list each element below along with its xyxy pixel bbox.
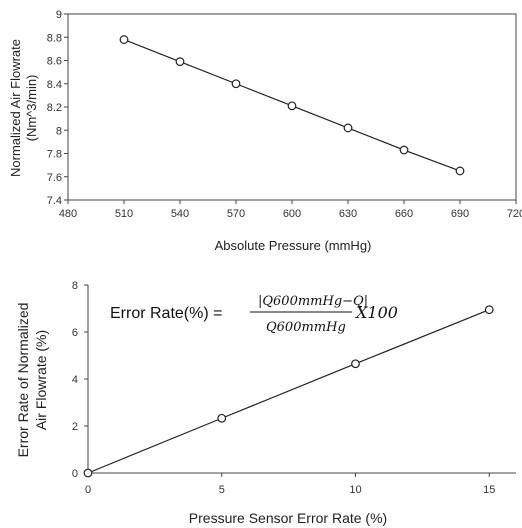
x-tick-label: 600 (283, 208, 301, 220)
chart2-y-axis-label-line1: Error Rate of Normalized (15, 303, 31, 458)
y-tick-label: 9 (56, 9, 62, 21)
data-point (399, 145, 409, 155)
formula-prefix: Error Rate(%) = (110, 305, 222, 322)
x-tick-label: 720 (507, 208, 522, 220)
y-tick-label: 0 (72, 468, 78, 480)
y-tick-label: 7.6 (47, 172, 62, 184)
y-tick-label: 4 (72, 374, 78, 386)
formula-suffix: X100 (354, 303, 398, 322)
y-tick-label: 8.6 (47, 56, 62, 68)
y-tick-label: 7.4 (47, 195, 62, 207)
chart-error-rate: 0 5 10 15 0 2 4 6 8 Pressure Sensor Error Rate … (15, 280, 516, 526)
data-point (119, 35, 129, 44)
formula-denominator: Q600mmHg (266, 320, 346, 335)
data-point (351, 359, 360, 369)
chart1-x-ticks: 480 510 540 570 600 630 660 690 720 (59, 200, 522, 220)
y-tick-label: 8.8 (47, 32, 62, 44)
x-tick-label: 480 (59, 208, 77, 220)
x-tick-label: 690 (451, 208, 469, 220)
chart2-formula-annotation: Error Rate(%) = |Q600mmHg−Q| Q600mmHg X1… (110, 294, 398, 335)
data-point (455, 166, 465, 176)
data-point (231, 79, 241, 89)
y-tick-label: 8 (72, 280, 78, 292)
series-line (87, 309, 490, 474)
chart2-y-axis-label-line2: Air Flowrate (%) (33, 330, 49, 430)
x-tick-label: 630 (339, 208, 357, 220)
x-tick-label: 660 (395, 208, 413, 220)
chart2-x-ticks: 0 5 10 15 (85, 473, 495, 496)
data-point (83, 468, 93, 478)
x-tick-label: 15 (483, 484, 495, 496)
formula-numerator: |Q600mmHg−Q| (258, 294, 368, 309)
data-point (217, 413, 227, 423)
y-tick-label: 6 (72, 327, 78, 339)
chart1-y-axis-label-line2: (Nm^3/min) (24, 75, 39, 142)
x-tick-label: 0 (85, 484, 91, 496)
data-point (484, 305, 494, 315)
y-tick-label: 8.4 (47, 79, 62, 91)
y-tick-label: 8 (56, 125, 62, 137)
x-tick-label: 540 (171, 208, 189, 220)
chart2-x-axis-label: Pressure Sensor Error Rate (%) (189, 510, 387, 526)
x-tick-label: 10 (349, 484, 361, 496)
data-point (175, 57, 185, 67)
x-tick-label: 570 (227, 208, 245, 220)
x-tick-label: 510 (115, 208, 133, 220)
chart2-y-ticks: 0 2 4 6 8 (72, 280, 88, 480)
chart1-series (119, 35, 465, 176)
chart1-y-axis-label-line1: Normalized Air Flowrate (8, 39, 23, 177)
x-tick-label: 5 (219, 484, 225, 496)
data-point (343, 123, 353, 133)
chart2-series (83, 305, 494, 478)
data-point (287, 101, 297, 111)
y-tick-label: 7.8 (47, 149, 62, 161)
chart1-x-axis-label: Absolute Pressure (mmHg) (215, 238, 372, 253)
y-tick-label: 8.2 (47, 102, 62, 114)
chart-flowrate-vs-pressure: 480 510 540 570 600 630 660 690 720 7.4 7.6 7.8 8 8.… (8, 9, 522, 253)
chart1-y-ticks: 7.4 7.6 7.8 8 8.2 8.4 8.6 8.8 9 (47, 9, 68, 207)
y-tick-label: 2 (72, 421, 78, 433)
